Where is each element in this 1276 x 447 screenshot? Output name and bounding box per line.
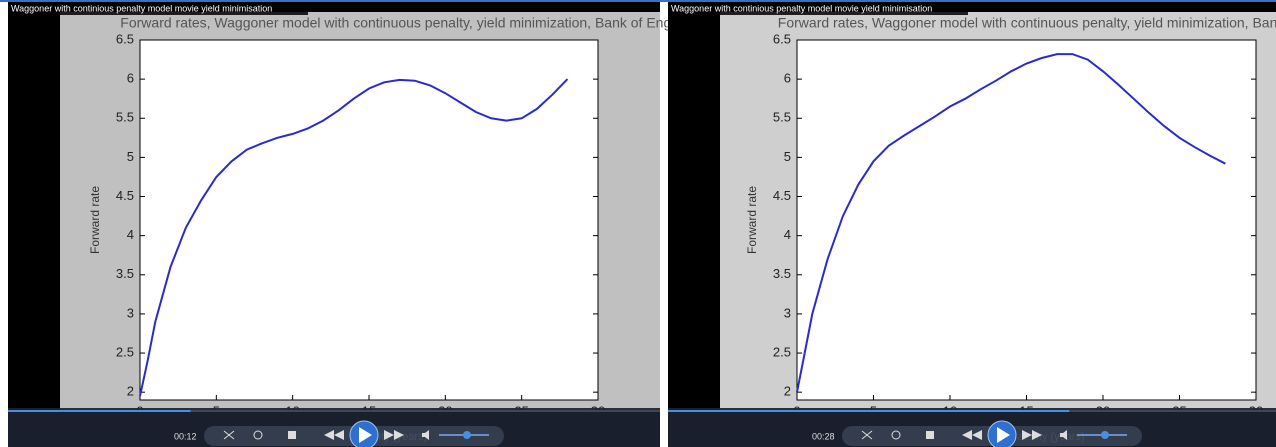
video-panel: Forward rates, Waggoner model with conti… (8, 2, 698, 447)
y-tick-label: 3 (127, 305, 134, 320)
plot-area (796, 39, 1257, 401)
seek-progress[interactable] (668, 410, 1070, 412)
y-tick-label: 3.5 (773, 266, 791, 281)
top-border (0, 0, 1276, 2)
seek-track (8, 410, 660, 412)
repeat-button[interactable] (253, 430, 263, 440)
volume-icon[interactable] (1060, 430, 1067, 440)
y-tick-label: 5 (127, 149, 134, 164)
window-title: Waggoner with continious penalty model m… (11, 3, 272, 13)
shuffle-button[interactable] (861, 430, 873, 440)
y-tick-label: 4.5 (116, 188, 134, 203)
volume-icon[interactable] (422, 430, 429, 440)
stop-button[interactable] (926, 431, 934, 439)
series-line (139, 78, 569, 397)
y-tick-label: 5 (784, 149, 791, 164)
y-tick-label: 3.5 (116, 266, 134, 281)
shuffle-button[interactable] (223, 430, 235, 440)
y-tick-label: 6 (127, 71, 134, 86)
y-tick-label: 4.5 (773, 188, 791, 203)
volume-knob[interactable] (1101, 431, 1109, 439)
elapsed-time: 00:28 (812, 431, 835, 441)
title-bar (668, 2, 968, 15)
forward-button[interactable] (384, 430, 404, 440)
window-title: Waggoner with continious penalty model m… (671, 3, 932, 13)
video-panel: Forward rates, Waggoner model with conti… (668, 2, 1276, 447)
y-tick-label: 2 (127, 384, 134, 399)
stop-button[interactable] (288, 431, 296, 439)
plot-title: Forward rates, Waggoner model with conti… (778, 15, 1276, 31)
series-line (796, 53, 1226, 393)
play-icon (997, 427, 1010, 443)
play-icon (359, 427, 372, 443)
y-tick-label: 6.5 (773, 31, 791, 46)
plot-area (139, 39, 599, 401)
y-axis-label: Forward rate (88, 186, 102, 254)
plot-title: Forward rates, Waggoner model with conti… (120, 15, 697, 31)
rewind-button[interactable] (962, 430, 982, 440)
y-tick-label: 4 (784, 227, 791, 242)
y-tick-label: 6.5 (116, 31, 134, 46)
y-tick-label: 3 (784, 305, 791, 320)
y-tick-label: 6 (784, 71, 791, 86)
elapsed-time: 00:12 (174, 431, 197, 441)
seek-progress[interactable] (8, 410, 191, 412)
y-tick-label: 5.5 (116, 110, 134, 125)
forward-button[interactable] (1022, 430, 1042, 440)
y-tick-label: 4 (127, 227, 134, 242)
rewind-button[interactable] (324, 430, 344, 440)
y-tick-label: 2.5 (773, 344, 791, 359)
y-axis-label: Forward rate (745, 186, 759, 254)
repeat-button[interactable] (891, 430, 901, 440)
title-bar (8, 2, 308, 15)
y-tick-label: 2.5 (116, 344, 134, 359)
y-tick-label: 2 (784, 384, 791, 399)
volume-knob[interactable] (463, 431, 471, 439)
y-tick-label: 5.5 (773, 110, 791, 125)
